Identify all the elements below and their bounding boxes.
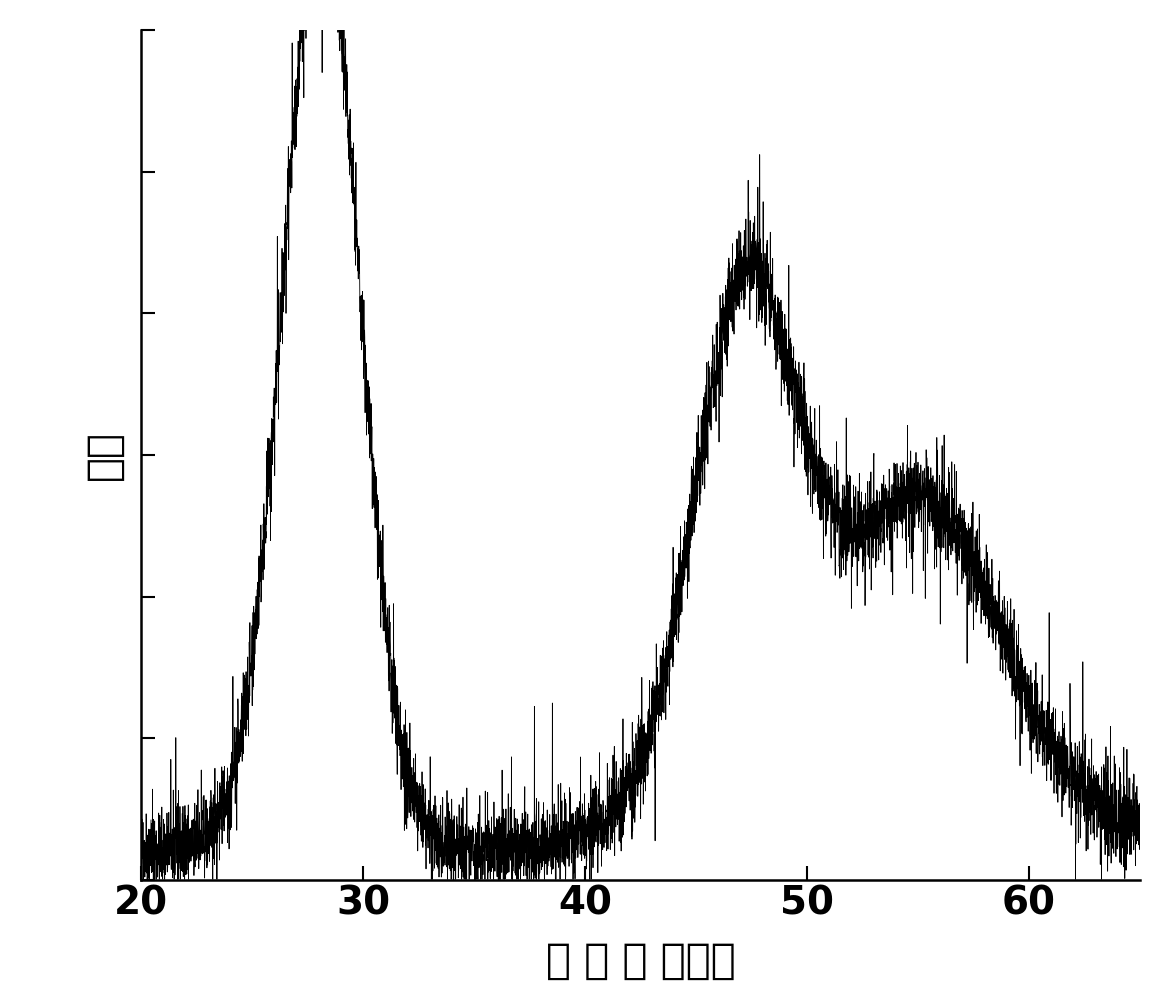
X-axis label: 衍 射 角 （度）: 衍 射 角 （度） <box>545 940 736 982</box>
Y-axis label: 强度: 强度 <box>82 430 125 480</box>
